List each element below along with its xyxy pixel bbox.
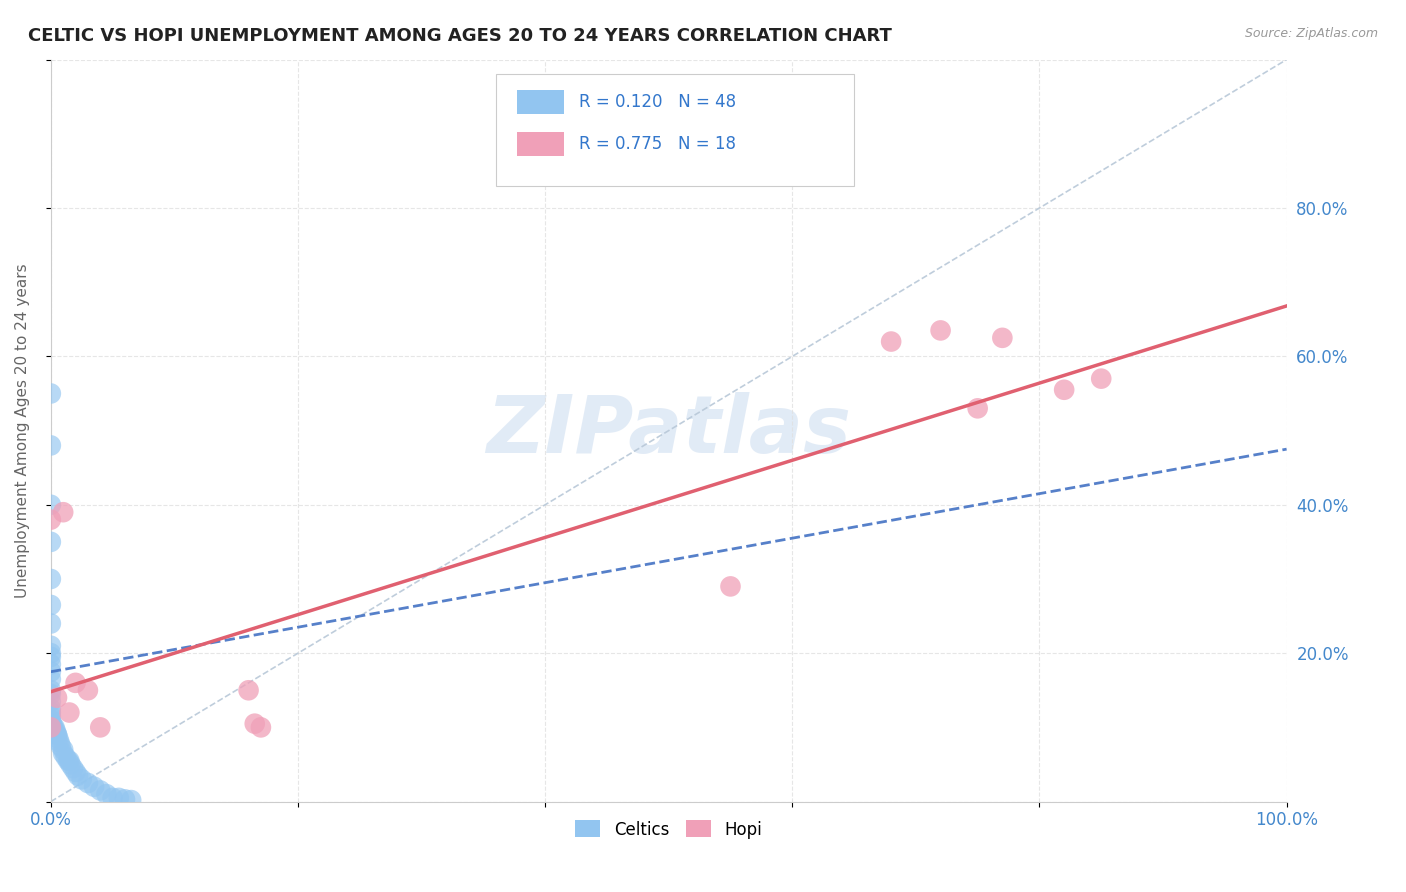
Point bbox=[39, 694, 62, 708]
Point bbox=[58, 706, 80, 720]
Bar bbox=[517, 90, 564, 114]
Point bbox=[39, 683, 62, 698]
Point bbox=[41, 716, 63, 731]
Point bbox=[55, 750, 77, 764]
Point bbox=[39, 646, 62, 660]
Point bbox=[991, 331, 1014, 345]
Y-axis label: Unemployment Among Ages 20 to 24 years: Unemployment Among Ages 20 to 24 years bbox=[15, 263, 30, 598]
Point bbox=[70, 772, 93, 787]
Point bbox=[45, 724, 67, 739]
Point bbox=[880, 334, 903, 349]
Point bbox=[39, 572, 62, 586]
Point bbox=[39, 709, 62, 723]
Point bbox=[46, 690, 69, 705]
Bar bbox=[517, 132, 564, 156]
Point bbox=[65, 676, 87, 690]
Point bbox=[62, 761, 84, 775]
Point bbox=[46, 731, 69, 746]
Point bbox=[89, 783, 111, 797]
Point bbox=[42, 720, 65, 734]
Point bbox=[58, 754, 80, 768]
Point bbox=[1053, 383, 1076, 397]
Point bbox=[59, 757, 82, 772]
Point bbox=[41, 720, 63, 734]
Point bbox=[243, 716, 266, 731]
Point bbox=[39, 706, 62, 720]
Point bbox=[39, 534, 62, 549]
Point bbox=[77, 683, 100, 698]
Point bbox=[929, 323, 952, 337]
Text: R = 0.120   N = 48: R = 0.120 N = 48 bbox=[578, 93, 735, 111]
Point bbox=[77, 776, 100, 790]
Point bbox=[39, 657, 62, 672]
Point bbox=[89, 720, 111, 734]
Point bbox=[39, 639, 62, 653]
Point bbox=[39, 713, 62, 727]
Point bbox=[250, 720, 273, 734]
Point bbox=[114, 792, 136, 806]
Point bbox=[238, 683, 260, 698]
Text: CELTIC VS HOPI UNEMPLOYMENT AMONG AGES 20 TO 24 YEARS CORRELATION CHART: CELTIC VS HOPI UNEMPLOYMENT AMONG AGES 2… bbox=[28, 27, 891, 45]
Point bbox=[52, 742, 75, 756]
Point bbox=[39, 498, 62, 512]
Point bbox=[39, 598, 62, 612]
Point bbox=[101, 790, 124, 805]
Point bbox=[96, 787, 118, 801]
Point bbox=[48, 735, 70, 749]
Point bbox=[39, 616, 62, 631]
Point bbox=[65, 764, 87, 779]
Point bbox=[107, 790, 129, 805]
Point bbox=[39, 702, 62, 716]
Point bbox=[39, 665, 62, 679]
Point bbox=[39, 687, 62, 701]
Point bbox=[52, 747, 75, 761]
Point bbox=[49, 739, 72, 753]
Point bbox=[46, 728, 69, 742]
Point bbox=[52, 505, 75, 519]
Point bbox=[39, 649, 62, 664]
Point bbox=[39, 513, 62, 527]
Point bbox=[83, 780, 105, 794]
Point bbox=[44, 720, 66, 734]
Legend: Celtics, Hopi: Celtics, Hopi bbox=[569, 814, 769, 846]
Point bbox=[39, 438, 62, 452]
Text: Source: ZipAtlas.com: Source: ZipAtlas.com bbox=[1244, 27, 1378, 40]
Text: R = 0.775   N = 18: R = 0.775 N = 18 bbox=[578, 136, 735, 153]
Point bbox=[39, 672, 62, 686]
Point bbox=[66, 769, 89, 783]
Point bbox=[720, 579, 742, 593]
Point bbox=[56, 754, 79, 768]
Point bbox=[39, 386, 62, 401]
Point bbox=[966, 401, 988, 416]
Point bbox=[1090, 371, 1112, 385]
Point bbox=[39, 720, 62, 734]
Text: ZIPatlas: ZIPatlas bbox=[486, 392, 851, 469]
Point bbox=[46, 728, 69, 742]
FancyBboxPatch shape bbox=[496, 74, 853, 186]
Point bbox=[120, 793, 142, 807]
